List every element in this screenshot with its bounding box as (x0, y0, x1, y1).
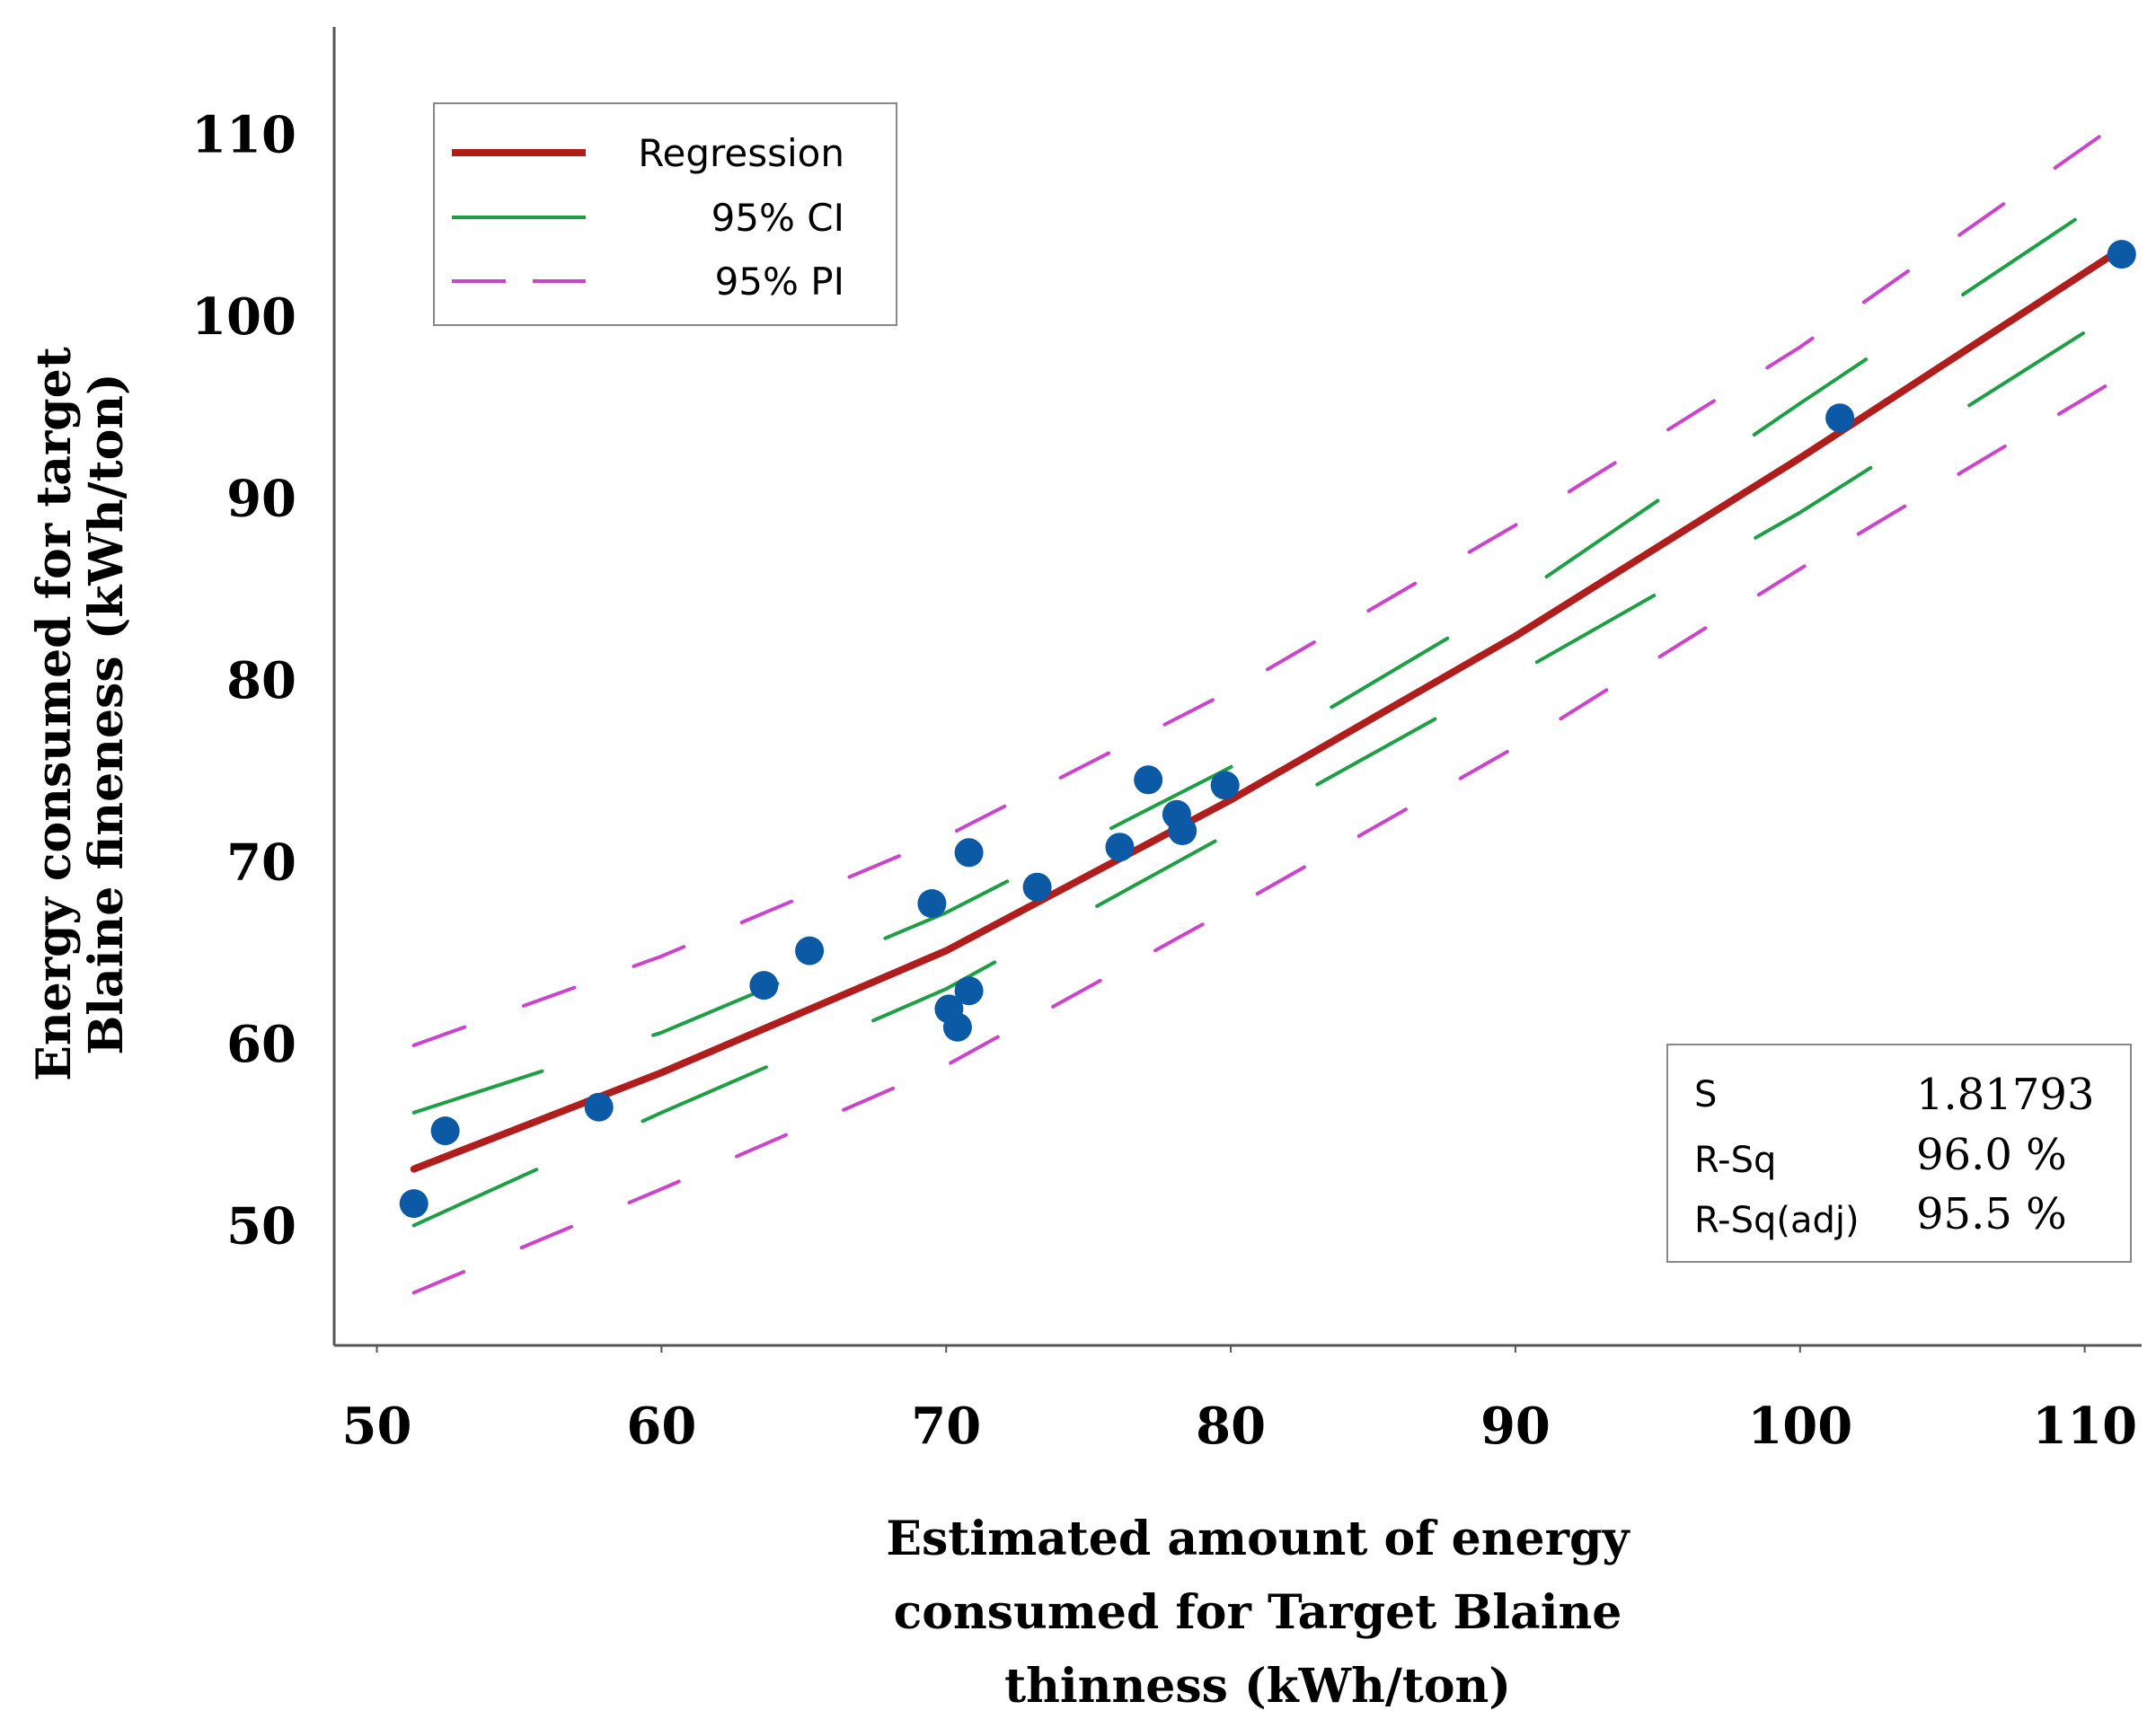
x-tick-label: 60 (626, 1397, 696, 1456)
data-point (954, 976, 984, 1006)
y-axis-title-line: Energy consumed for target (27, 347, 82, 1081)
y-tick-label: 80 (226, 651, 296, 710)
x-tick-label: 110 (2032, 1397, 2137, 1456)
stats-value-s: 1.81793 (1916, 1070, 2095, 1120)
data-point (1210, 771, 1240, 800)
stats-key-s: S (1694, 1074, 1717, 1115)
data-point (1168, 816, 1197, 845)
y-axis-title-line: Blaine fineness (kWh/ton) (79, 373, 134, 1054)
95-pi-lower-line (411, 379, 2116, 1295)
x-axis-title: Estimated amount of energy consumed for T… (886, 1512, 1630, 1714)
95-ci-lower-line (411, 312, 2116, 1228)
x-tick-label: 70 (911, 1397, 981, 1456)
data-point (399, 1189, 429, 1219)
data-point (584, 1092, 614, 1122)
regression-line (410, 251, 2117, 1173)
data-point (954, 838, 984, 868)
y-tick-label: 90 (226, 469, 296, 528)
x-axis-ticks: 50 60 70 80 90 100 110 (342, 1345, 2137, 1456)
data-point (942, 1012, 972, 1042)
regression-line-group (410, 251, 2117, 1173)
x-tick-label: 90 (1480, 1397, 1551, 1456)
interval-bands (411, 125, 2116, 1295)
stats-box: S 1.81793 R-Sq 96.0 % R-Sq(adj) 95.5 % (1666, 1044, 2132, 1263)
x-axis-title-line: Estimated amount of energy (886, 1512, 1630, 1566)
legend-label-ci: 95% CI (711, 196, 844, 240)
y-tick-label: 110 (191, 105, 296, 164)
stats-key-rsq: R-Sq (1694, 1140, 1776, 1181)
stats-key-rsq-adj: R-Sq(adj) (1694, 1200, 1860, 1241)
data-points (399, 240, 2136, 1219)
stats-box-frame (1666, 1044, 2132, 1263)
plot-area: 50 60 70 80 90 100 110 50 60 70 80 90 100 110 (191, 27, 2142, 1456)
x-axis-title-line: consumed for Target Blaine (894, 1585, 1622, 1640)
data-point (1022, 872, 1052, 902)
legend-label-pi: 95% PI (715, 260, 844, 304)
y-tick-label: 100 (191, 287, 296, 347)
95-ci-upper-line (411, 192, 2116, 1115)
y-tick-label: 60 (226, 1015, 296, 1074)
data-point (1105, 833, 1135, 862)
95-pi-upper-line (411, 125, 2116, 1047)
legend-label-regression: Regression (638, 131, 844, 175)
y-tick-label: 70 (226, 833, 296, 892)
stats-value-rsq-adj: 95.5 % (1916, 1189, 2067, 1239)
x-tick-label: 80 (1196, 1397, 1266, 1456)
y-axis-ticks: 50 60 70 80 90 100 110 (191, 105, 296, 1256)
data-point (1825, 403, 1855, 433)
y-tick-label: 50 (226, 1196, 296, 1256)
x-axis-title-line: thinness (kWh/ton) (1004, 1659, 1511, 1714)
stats-value-rsq: 96.0 % (1916, 1130, 2067, 1180)
legend: Regression 95% CI 95% PI (433, 102, 897, 326)
data-point (430, 1116, 460, 1146)
x-tick-label: 50 (342, 1397, 412, 1456)
data-point (2107, 240, 2136, 269)
data-point (917, 889, 947, 918)
data-point (1134, 765, 1163, 795)
data-point (795, 936, 825, 965)
data-point (749, 971, 779, 1001)
x-tick-label: 100 (1747, 1397, 1852, 1456)
legend-box (433, 102, 897, 326)
